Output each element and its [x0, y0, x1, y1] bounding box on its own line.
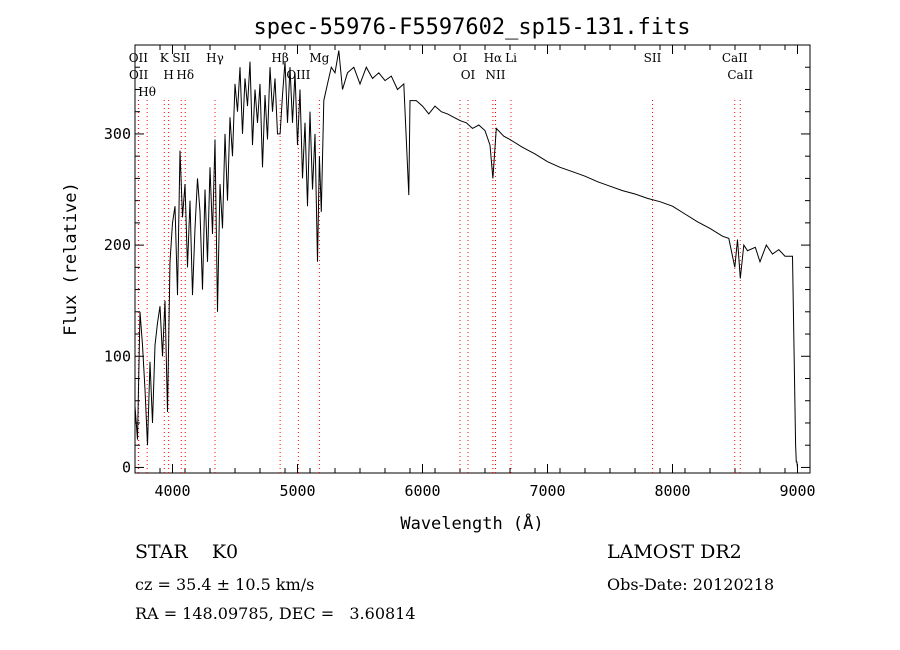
spectral-line-label: NII [486, 68, 506, 82]
y-axis-label: Flux (relative) [61, 182, 81, 336]
x-tick-label: 6000 [404, 482, 440, 500]
coordinates-label: RA = 148.09785, DEC = 3.60814 [135, 604, 416, 623]
obs-date-label: Obs-Date: 20120218 [607, 575, 775, 594]
y-tick-label: 300 [104, 125, 131, 143]
spectral-line-label: Hδ [176, 68, 194, 82]
x-tick-label: 7000 [529, 482, 565, 500]
x-tick-label: 5000 [279, 482, 315, 500]
survey-label: LAMOST DR2 [607, 541, 742, 563]
spectral-line-label: OI [453, 51, 468, 65]
x-axis-label: Wavelength (Å) [400, 512, 543, 534]
x-tick-label: 8000 [654, 482, 690, 500]
x-tick-label: 9000 [779, 482, 815, 500]
spectral-line-label: SII [172, 51, 190, 65]
plot-frame [134, 44, 811, 474]
axis-ticks: 4000 5000 6000 7000 8000 9000 0 100 200 300 [104, 45, 816, 500]
spectral-line-label: K [160, 51, 170, 65]
spectral-line-label: Hβ [271, 51, 288, 65]
spectral-line-label: CaII [727, 68, 753, 82]
spectral-line-label: Hθ [138, 85, 156, 99]
spectral-line-label: OII [129, 51, 149, 65]
class-label: STAR K0 [135, 541, 239, 563]
spectral-line-label: SII [644, 51, 662, 65]
spectral-line-label: Hγ [206, 51, 224, 65]
spectral-line-label: Mg [309, 51, 329, 65]
spectral-line-label: Hα [484, 51, 503, 65]
spectral-line-markers: OII OII Hθ KH SII Hδ Hγ Hβ OIII Mg OI OI Hα NII Li SII C… [129, 51, 753, 473]
redshift-label: cz = 35.4 ± 10.5 km/s [135, 575, 315, 594]
spectral-line-label: Li [505, 51, 517, 65]
spectral-line-label: OII [129, 68, 149, 82]
spectral-line-label: CaII [722, 51, 748, 65]
flux-series-line [135, 50, 798, 468]
spectral-line-label: OIII [286, 68, 310, 82]
spectral-line-label: H [163, 68, 173, 82]
y-tick-label: 0 [122, 458, 131, 476]
x-tick-label: 4000 [154, 482, 190, 500]
spectral-line-label: OI [461, 68, 476, 82]
spectrum-series [135, 50, 798, 468]
chart-title: spec-55976-F5597602_sp15-131.fits [253, 15, 690, 40]
y-tick-label: 200 [104, 236, 131, 254]
y-tick-label: 100 [104, 347, 131, 365]
